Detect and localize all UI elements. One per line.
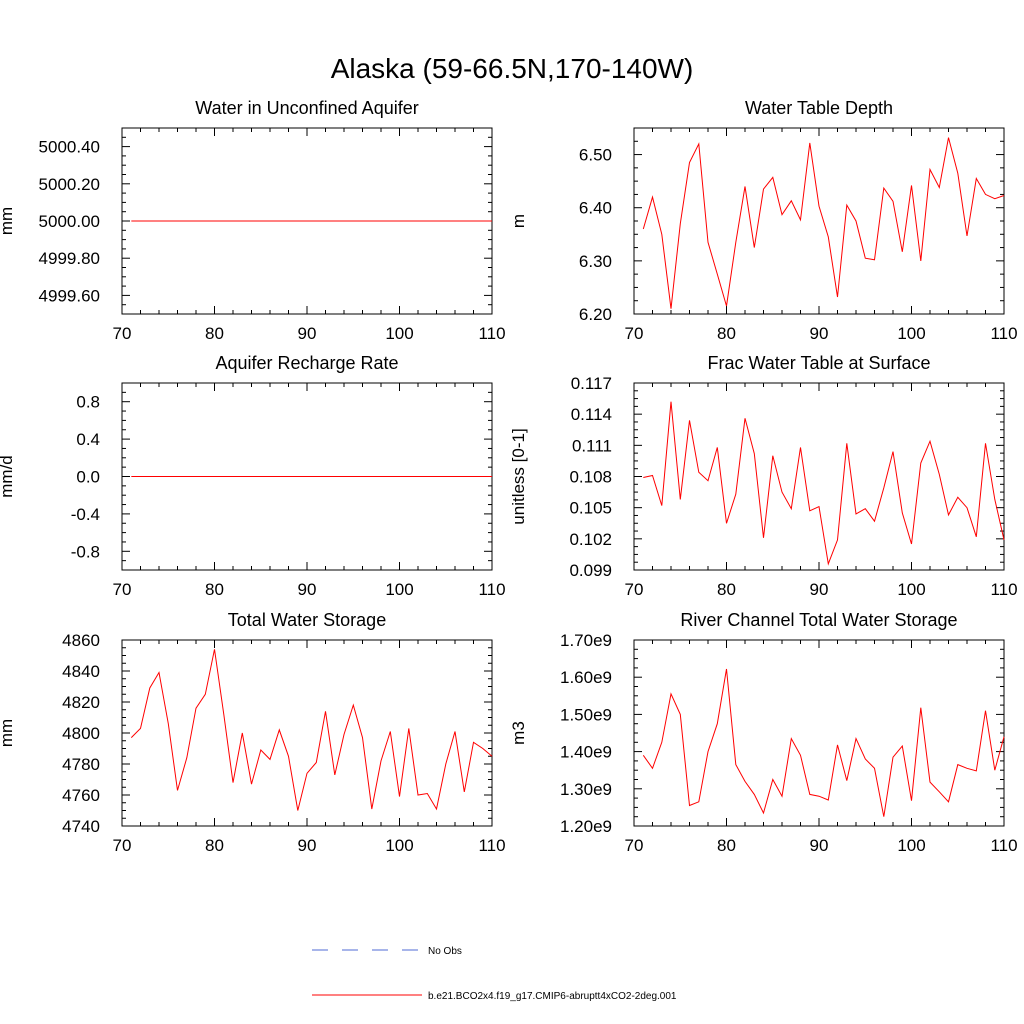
panel-3: Aquifer Recharge Rate mm/d 70 80 90 100 110 -0.…	[0, 353, 506, 599]
y-tick-label: 4999.80	[39, 249, 100, 268]
x-tick-label: 110	[478, 580, 505, 599]
panel-4: Frac Water Table at Surface unitless [0-1…	[509, 353, 1018, 599]
y-tick-label: 5000.20	[39, 175, 100, 194]
x-tick-label: 70	[113, 324, 132, 343]
panel-title: River Channel Total Water Storage	[680, 610, 957, 630]
x-tick-label: 100	[897, 324, 925, 343]
panel-1: Water in Unconfined Aquifer mm 70 80 90 100 11…	[0, 98, 506, 343]
x-tick-label: 80	[717, 836, 736, 855]
panel-2: Water Table Depth m 70 80 90 100 110 6.20 6.30 6.…	[509, 98, 1018, 343]
x-tick-label: 100	[385, 836, 413, 855]
y-axis-label: mm/d	[0, 455, 16, 498]
y-tick-label: 1.20e9	[560, 817, 612, 836]
y-tick-label: 4999.60	[39, 286, 100, 305]
y-tick-label: 0.105	[569, 499, 612, 518]
y-tick-label: 0.111	[572, 436, 612, 455]
y-tick-label: 6.40	[579, 199, 612, 218]
y-axis-label: m3	[509, 721, 528, 745]
panel-5: Total Water Storage mm 70 80 90 100 110 4740 476…	[0, 610, 506, 855]
plot-frame	[633, 382, 1005, 571]
x-tick-label: 90	[298, 580, 317, 599]
y-tick-label: 1.60e9	[560, 668, 612, 687]
x-tick-label: 90	[810, 580, 829, 599]
x-tick-label: 80	[205, 836, 224, 855]
series-line-1	[130, 649, 493, 811]
y-tick-label: 4840	[62, 662, 100, 681]
series-line-1	[642, 137, 1005, 309]
legend-label-model: b.e21.BCO2x4.f19_g17.CMIP6-abruptt4xCO2-…	[428, 991, 677, 1002]
panel-title: Total Water Storage	[228, 610, 386, 630]
y-tick-label: 4740	[62, 817, 100, 836]
y-tick-label: 1.30e9	[560, 780, 612, 799]
x-tick-label: 70	[625, 836, 644, 855]
x-tick-label: 80	[717, 324, 736, 343]
y-axis-label: m	[509, 214, 528, 228]
y-tick-label: 5000.00	[39, 212, 100, 231]
x-tick-label: 80	[205, 580, 224, 599]
y-tick-label: 0.099	[569, 561, 612, 580]
y-tick-label: 0.102	[569, 530, 612, 549]
legend: No Obs b.e21.BCO2x4.f19_g17.CMIP6-abrupt…	[312, 946, 677, 1002]
y-axis-label: mm	[0, 719, 16, 747]
panel-title: Water Table Depth	[745, 98, 893, 118]
panel-6: River Channel Total Water Storage m3 70 80 9…	[509, 610, 1018, 855]
y-tick-label: 0.117	[571, 374, 612, 393]
plot-frame	[121, 639, 493, 827]
y-axis-label: unitless [0-1]	[509, 428, 528, 524]
y-tick-label: 4780	[62, 755, 100, 774]
x-tick-label: 110	[990, 580, 1017, 599]
x-tick-label: 70	[113, 580, 132, 599]
x-tick-label: 100	[897, 580, 925, 599]
y-tick-label: 5000.40	[39, 138, 100, 157]
y-tick-label: 0.4	[76, 430, 100, 449]
y-tick-label: 0.0	[76, 468, 100, 487]
x-tick-label: 110	[990, 324, 1017, 343]
x-tick-label: 100	[897, 836, 925, 855]
series-line-1	[643, 401, 1005, 566]
x-tick-label: 80	[717, 580, 736, 599]
panel-title: Water in Unconfined Aquifer	[195, 98, 418, 118]
y-tick-label: -0.4	[71, 505, 100, 524]
y-axis-label: mm	[0, 207, 16, 235]
y-tick-label: 0.108	[569, 468, 612, 487]
y-tick-label: 0.114	[571, 405, 612, 424]
x-tick-label: 70	[625, 324, 644, 343]
x-tick-label: 110	[990, 836, 1017, 855]
y-tick-label: 6.30	[579, 252, 612, 271]
x-tick-label: 110	[478, 836, 505, 855]
panel-title: Aquifer Recharge Rate	[215, 353, 398, 373]
panel-title: Frac Water Table at Surface	[707, 353, 930, 373]
y-tick-label: 1.40e9	[560, 743, 612, 762]
x-tick-label: 100	[385, 324, 413, 343]
x-tick-label: 90	[810, 324, 829, 343]
x-tick-label: 80	[205, 324, 224, 343]
legend-label-no-obs: No Obs	[428, 946, 462, 957]
y-tick-label: 6.20	[579, 305, 612, 324]
y-tick-label: 4860	[62, 631, 100, 650]
y-tick-label: 1.50e9	[560, 705, 612, 724]
y-tick-label: 4800	[62, 724, 100, 743]
x-tick-label: 70	[113, 836, 132, 855]
y-tick-label: -0.8	[71, 542, 100, 561]
plot-frame	[633, 127, 1005, 315]
figure-title: Alaska (59-66.5N,170-140W)	[331, 53, 694, 84]
y-tick-label: 4760	[62, 786, 100, 805]
y-tick-label: 0.8	[76, 393, 100, 412]
y-tick-label: 4820	[62, 693, 100, 712]
x-tick-label: 90	[298, 836, 317, 855]
y-tick-label: 6.50	[579, 146, 612, 165]
x-tick-label: 100	[385, 580, 413, 599]
x-tick-label: 90	[810, 836, 829, 855]
x-tick-label: 90	[298, 324, 317, 343]
plot-frame	[633, 639, 1005, 827]
y-tick-label: 1.70e9	[560, 631, 612, 650]
x-tick-label: 70	[625, 580, 644, 599]
series-line-1	[642, 668, 1005, 817]
x-tick-label: 110	[478, 324, 505, 343]
